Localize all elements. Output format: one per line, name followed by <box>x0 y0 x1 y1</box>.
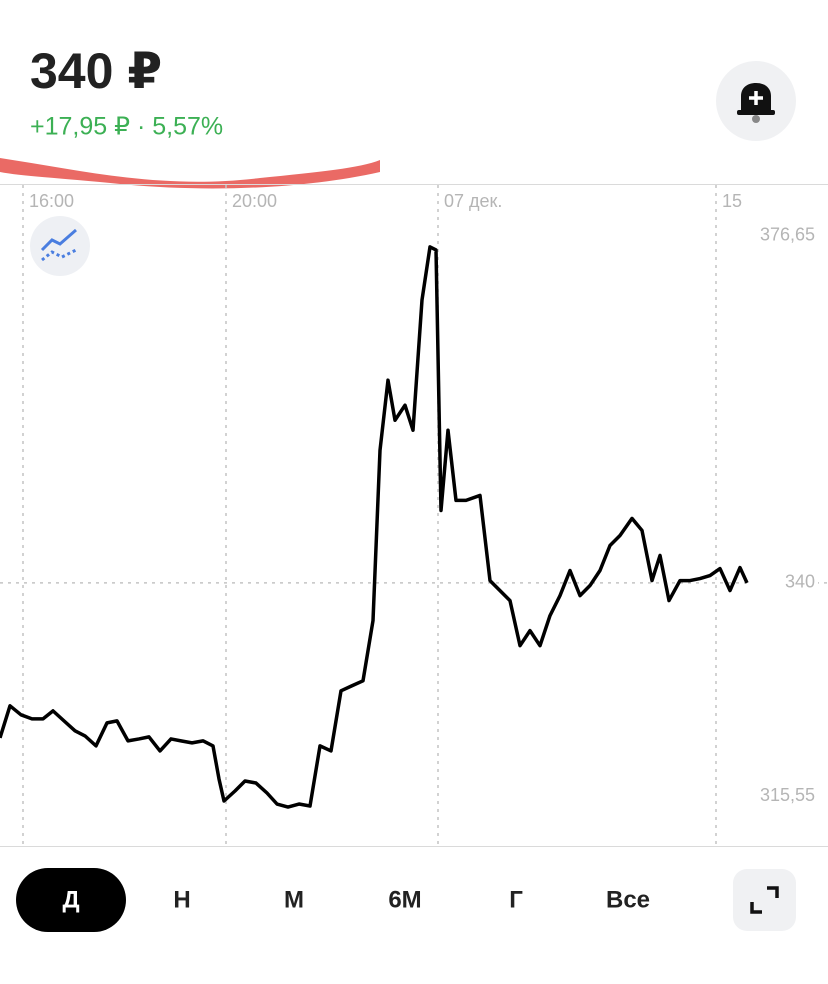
indicator-bg <box>30 216 90 276</box>
period-tab[interactable]: Г <box>509 886 523 913</box>
y-tick-label: 340 <box>785 572 815 592</box>
period-tab[interactable]: Д <box>16 868 126 932</box>
fullscreen-bg <box>733 869 796 931</box>
price-change: +17,95 ₽ · 5,57% <box>30 113 223 141</box>
x-tick-label: 16:00 <box>29 191 74 211</box>
period-tab-label: 6М <box>388 886 421 913</box>
x-tick-label: 07 дек. <box>444 191 502 211</box>
y-tick-label-bg <box>748 784 818 809</box>
period-tab[interactable]: М <box>284 886 304 913</box>
y-tick-label-bg <box>748 570 818 595</box>
bell-base <box>737 110 775 115</box>
period-tab-label: Все <box>606 886 650 913</box>
period-tab-label: Д <box>62 886 79 913</box>
price-line <box>0 245 749 809</box>
plus-icon <box>749 91 763 105</box>
period-tabs: Д Н М 6М Г Все <box>16 868 650 932</box>
plot: 16:00 20:00 07 дек. 15 376,65 340 315,55 <box>0 185 828 846</box>
period-tab-label: М <box>284 886 304 913</box>
fullscreen-icon <box>750 886 779 914</box>
indicator-icon <box>41 248 77 262</box>
y-tick-label: 376,65 <box>760 225 815 245</box>
period-tab[interactable]: Н <box>173 886 190 913</box>
bell-clapper <box>752 115 760 123</box>
fullscreen-button[interactable] <box>733 869 796 931</box>
period-tab-bg <box>16 868 126 932</box>
alert-button[interactable] <box>716 61 796 141</box>
period-tab[interactable]: Все <box>606 886 650 913</box>
y-tick-label-bg <box>748 223 818 248</box>
indicator-button[interactable] <box>30 216 90 276</box>
redaction-scribble <box>0 158 380 189</box>
indicator-icon <box>40 228 77 252</box>
period-tab-label: Н <box>173 886 190 913</box>
x-tick-label: 15 <box>722 191 742 211</box>
x-tick-label: 20:00 <box>232 191 277 211</box>
price: 340 ₽ <box>30 43 162 99</box>
period-tab-label: Г <box>509 886 523 913</box>
y-tick-label: 315,55 <box>760 785 815 805</box>
period-tab[interactable]: 6М <box>388 886 421 913</box>
